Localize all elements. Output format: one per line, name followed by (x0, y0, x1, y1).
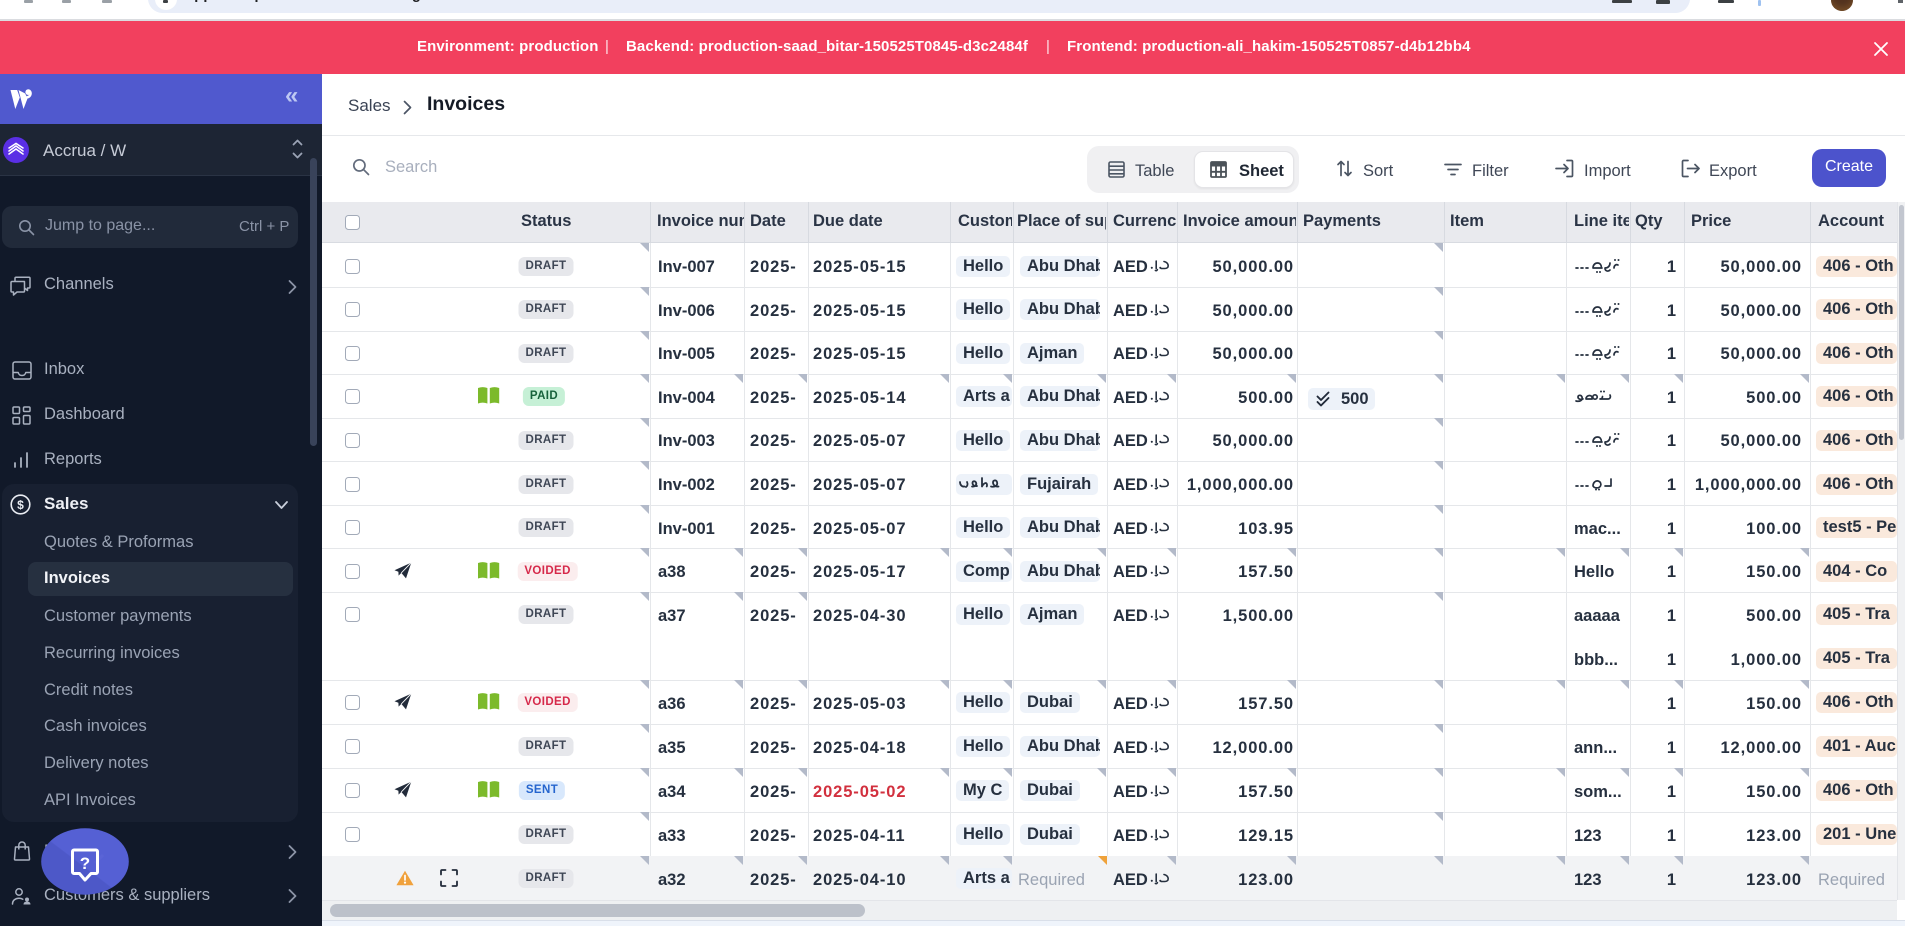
svg-text:$: $ (17, 498, 24, 512)
svg-text:?: ? (80, 854, 90, 873)
